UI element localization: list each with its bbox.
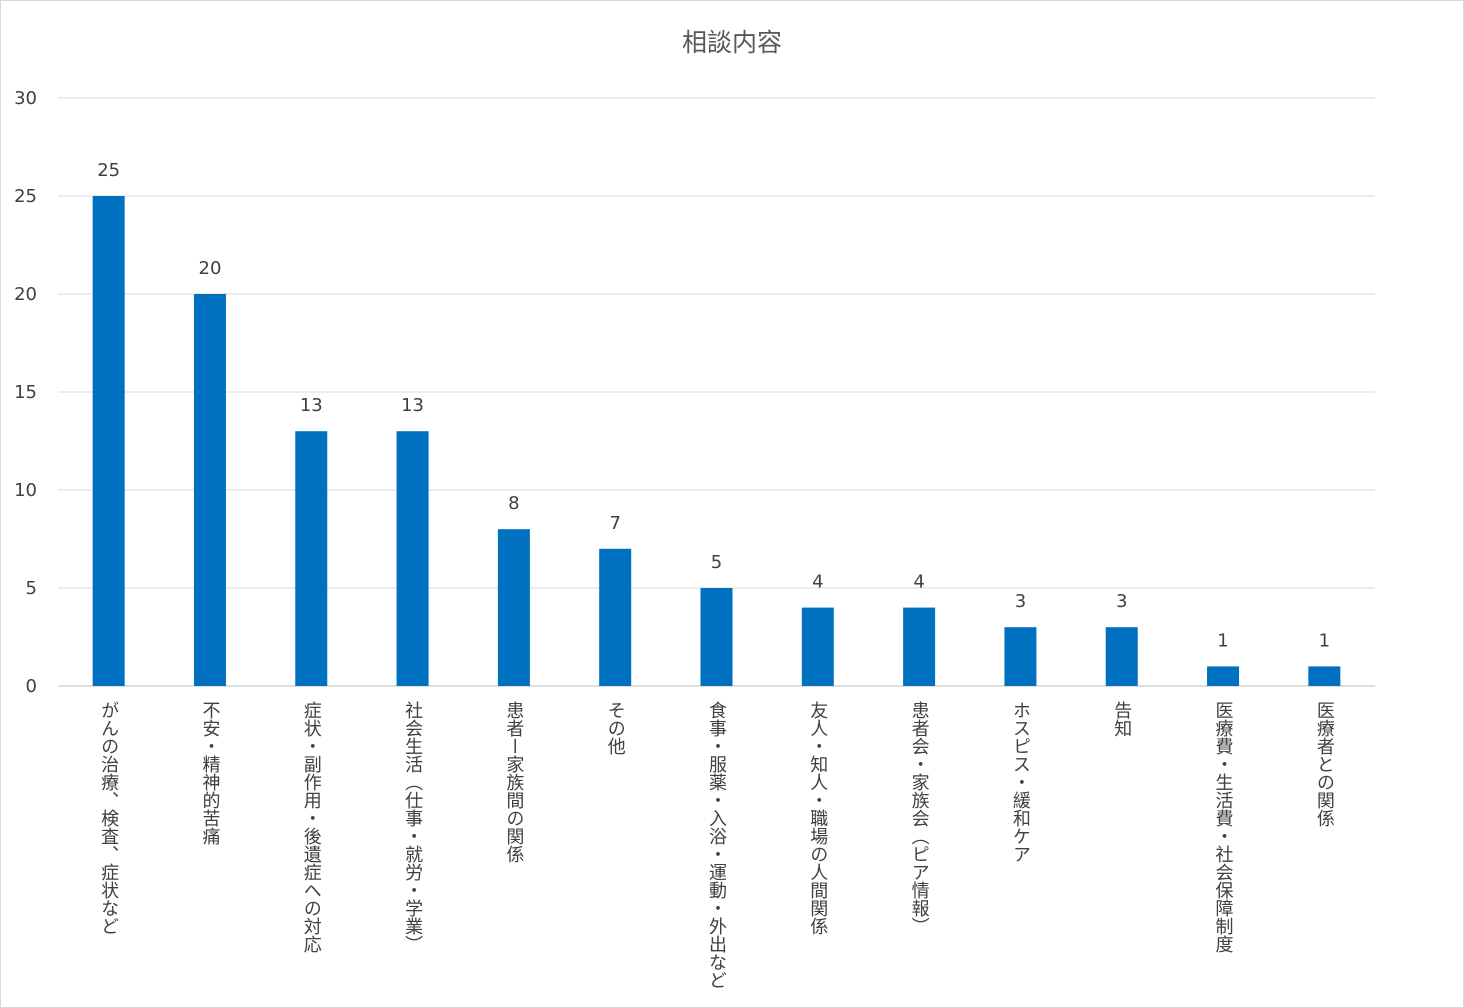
data-label: 8	[508, 493, 519, 514]
y-tick-label: 30	[14, 88, 37, 109]
data-label: 7	[609, 513, 620, 534]
data-label: 4	[812, 572, 823, 593]
category-label: 症状・副作用・後遺症への対応	[301, 701, 322, 953]
bar	[700, 588, 733, 686]
category-label: 社会生活（仕事・就労・学業）	[402, 701, 423, 953]
y-tick-label: 20	[14, 284, 37, 305]
data-label: 25	[97, 160, 120, 181]
category-label: その他	[605, 701, 626, 755]
category-label: 患者会・家族会（ピア情報）	[909, 701, 930, 935]
category-label: 友人・知人・職場の人間関係	[807, 701, 828, 935]
bar	[903, 607, 936, 686]
data-label: 13	[300, 395, 323, 416]
bar	[92, 196, 125, 686]
category-labels: がんの治療、検査、症状など 不安・精神的苦痛 症状・副作用・後遺症への対応 社会生活（…	[98, 701, 1335, 989]
bar	[801, 607, 834, 686]
bars	[92, 196, 1341, 686]
bar	[1004, 627, 1037, 686]
category-label: 医療者との関係	[1314, 701, 1335, 827]
y-tick-label: 10	[14, 480, 37, 501]
y-tick-label: 0	[26, 676, 37, 697]
category-label: 告知	[1111, 701, 1132, 737]
data-label: 3	[1116, 591, 1127, 612]
bar	[1207, 666, 1240, 686]
bar	[497, 529, 530, 686]
y-axis-ticks: 0 5 10 15 20 25 30	[14, 88, 37, 697]
y-tick-label: 5	[26, 578, 37, 599]
y-tick-label: 15	[14, 382, 37, 403]
bar	[599, 548, 632, 686]
bar	[193, 294, 226, 686]
category-label: 患者ー家族間の関係	[503, 701, 524, 863]
category-label: 医療費・生活費・社会保障制度	[1213, 701, 1234, 953]
data-label: 1	[1319, 630, 1330, 651]
category-label: ホスピス・緩和ケア	[1010, 701, 1031, 863]
bar	[396, 431, 429, 686]
data-label: 5	[711, 552, 722, 573]
chart-title: 相談内容	[681, 28, 782, 57]
bar	[1105, 627, 1138, 686]
data-labels: 25 20 13 13 8 7 5 4 4 3 3 1 1	[97, 160, 1330, 651]
category-label: 不安・精神的苦痛	[199, 701, 220, 846]
y-tick-label: 25	[14, 186, 37, 207]
category-label: がんの治療、検査、症状など	[98, 701, 119, 935]
category-label: 食事・服薬・入浴・運動・外出など	[706, 701, 727, 989]
data-label: 4	[913, 572, 924, 593]
data-label: 13	[401, 395, 424, 416]
data-label: 1	[1217, 630, 1228, 651]
data-label: 20	[199, 258, 222, 279]
bar	[1308, 666, 1341, 686]
data-label: 3	[1015, 591, 1026, 612]
bar	[295, 431, 328, 686]
